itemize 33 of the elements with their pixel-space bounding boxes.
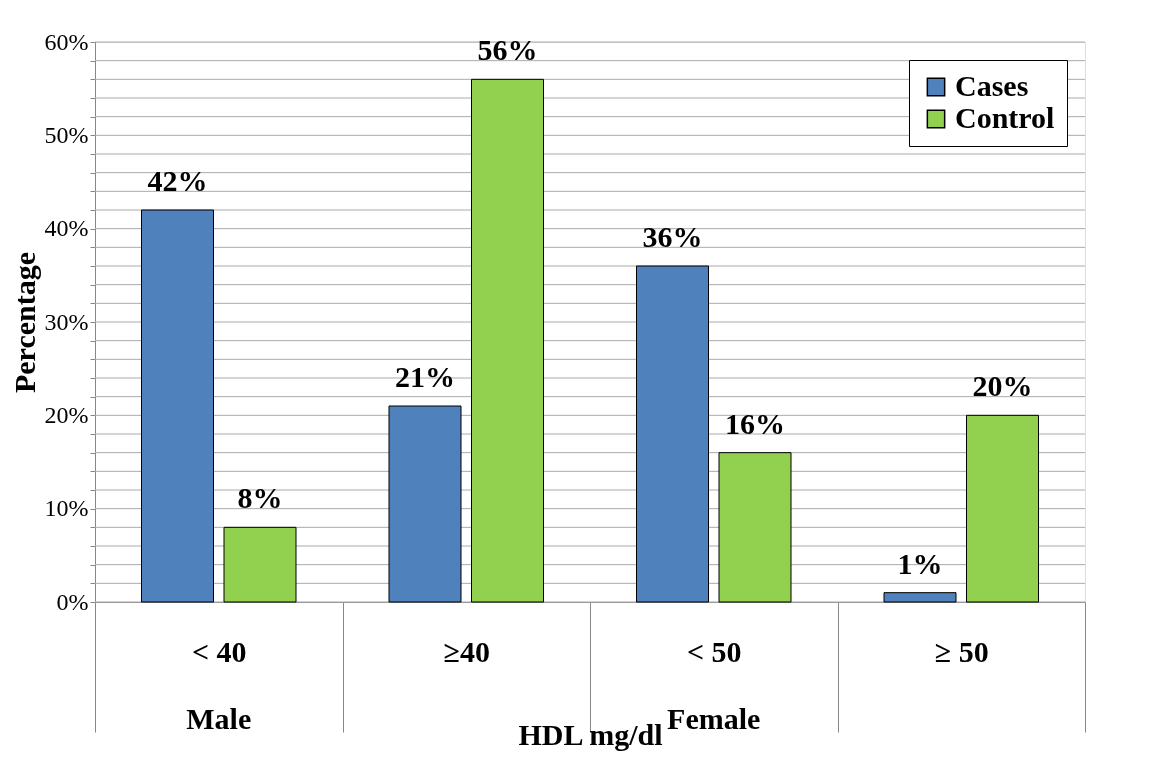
data-label: 1% bbox=[897, 546, 943, 580]
x-tick-label: < 50 bbox=[686, 634, 742, 668]
x-axis-title: HDL mg/dl bbox=[518, 717, 663, 751]
data-label: 42% bbox=[147, 164, 208, 197]
data-label: 16% bbox=[725, 406, 785, 440]
data-label: 36% bbox=[642, 220, 703, 253]
bar bbox=[966, 414, 1039, 603]
y-tick-label: 20% bbox=[44, 401, 89, 428]
legend-label: Cases bbox=[955, 69, 1029, 102]
data-label: 8% bbox=[237, 481, 283, 515]
text: Male bbox=[186, 702, 252, 735]
text: Female bbox=[667, 702, 761, 735]
y-tick-label: 0% bbox=[56, 588, 89, 615]
bar bbox=[388, 405, 462, 603]
data-label: 20% bbox=[972, 369, 1033, 403]
y-tick-label: 10% bbox=[44, 495, 89, 522]
x-tick-label: ≥40 bbox=[443, 634, 490, 668]
data-label: 56% bbox=[477, 33, 538, 67]
y-tick-label: 60% bbox=[44, 28, 89, 55]
x-tick-label: ≥ 50 bbox=[934, 634, 989, 668]
y-tick-label: 30% bbox=[44, 308, 89, 335]
bar bbox=[223, 526, 297, 603]
y-tick-label: 50% bbox=[44, 121, 89, 148]
bar bbox=[471, 78, 544, 603]
bar bbox=[141, 209, 214, 603]
bar bbox=[718, 452, 792, 603]
data-label: 21% bbox=[395, 360, 455, 393]
y-tick-label: 40% bbox=[44, 215, 89, 242]
bar bbox=[636, 265, 709, 603]
y-axis-title: Percentage bbox=[7, 251, 41, 394]
x-tick-label: < 40 bbox=[191, 634, 247, 668]
legend-label: Control bbox=[955, 101, 1055, 134]
bar bbox=[883, 592, 957, 603]
